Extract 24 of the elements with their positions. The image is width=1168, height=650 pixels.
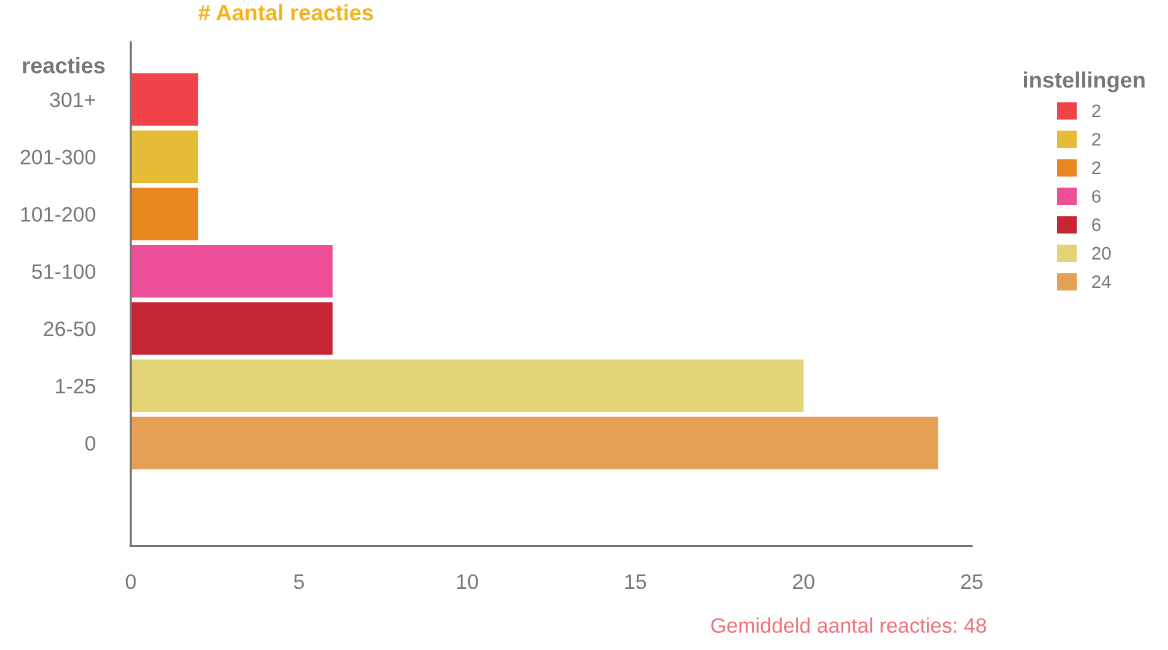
x-tick-label: 5 — [294, 574, 304, 590]
legend-title: instellingen — [1024, 71, 1145, 93]
y-tick-label: 0 — [85, 435, 96, 451]
legend-label: 2 — [1092, 104, 1101, 118]
x-tick-label: 20 — [793, 574, 815, 590]
x-tick-label: 10 — [457, 574, 478, 590]
y-tick-label: 1-25 — [55, 378, 96, 394]
legend-label: 2 — [1092, 132, 1101, 146]
x-tick-label: 25 — [961, 574, 983, 590]
y-tick-label: 51-100 — [32, 264, 96, 279]
legend-label: 6 — [1092, 189, 1101, 203]
y-tick-label: 201-300 — [20, 149, 96, 165]
legend-label: 20 — [1092, 246, 1111, 260]
chart-title: # Aantal reacties — [198, 4, 373, 21]
text: Gemiddeld aantal reacties: 48 — [711, 617, 987, 633]
legend-label: 2 — [1092, 161, 1101, 175]
x-tick-label: 15 — [625, 574, 647, 590]
y-tick-label: 26-50 — [43, 321, 96, 337]
y-axis-title: reacties — [23, 57, 105, 74]
x-tick-label: 0 — [125, 574, 136, 590]
y-tick-label: 301+ — [49, 92, 96, 108]
y-tick-label: 101-200 — [21, 206, 96, 222]
legend-label: 6 — [1092, 218, 1101, 232]
legend-label: 24 — [1092, 275, 1111, 288]
